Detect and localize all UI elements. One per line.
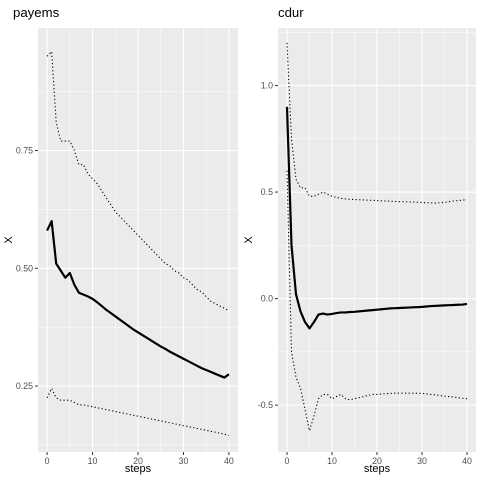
panel-title: payems xyxy=(13,5,60,20)
y-tick-label: 0.25 xyxy=(16,381,33,391)
series-line-upper xyxy=(46,50,230,312)
x-tick-label: 0 xyxy=(45,456,50,466)
y-tick-label: 0.50 xyxy=(16,263,33,273)
panel-cdur: 0 10 20 30 40 -0.5 0.0 0.5 1.0 cdur steps X xyxy=(243,5,476,475)
y-axis-title: X xyxy=(243,236,255,244)
y-tick-label: 0.0 xyxy=(261,294,273,304)
panel-title: cdur xyxy=(278,5,304,20)
x-tick-label: 30 xyxy=(179,456,189,466)
x-tick-label: 10 xyxy=(327,456,337,466)
y-tick-label: 1.0 xyxy=(261,81,273,91)
y-tick-label: 0.5 xyxy=(261,187,273,197)
x-axis-title: steps xyxy=(364,463,391,475)
x-tick-label: 40 xyxy=(462,456,472,466)
series-line-estimate xyxy=(285,106,468,330)
series-line-estimate xyxy=(46,220,230,379)
y-tick-label: -0.5 xyxy=(258,400,273,410)
y-tick-label: 0.75 xyxy=(16,145,33,155)
x-tick-label: 20 xyxy=(133,456,143,466)
series-line-lower xyxy=(46,387,230,437)
x-tick-label: 20 xyxy=(372,456,382,466)
x-tick-label: 0 xyxy=(285,456,290,466)
y-axis-title: X xyxy=(3,236,15,244)
x-tick-label: 40 xyxy=(224,456,234,466)
x-tick-label: 10 xyxy=(88,456,98,466)
x-axis-title: steps xyxy=(125,463,152,475)
x-tick-label: 30 xyxy=(417,456,427,466)
series-line-lower xyxy=(286,170,468,431)
panel-payems: 0 10 20 30 40 0.25 0.50 0.75 payems steps X xyxy=(3,5,238,475)
